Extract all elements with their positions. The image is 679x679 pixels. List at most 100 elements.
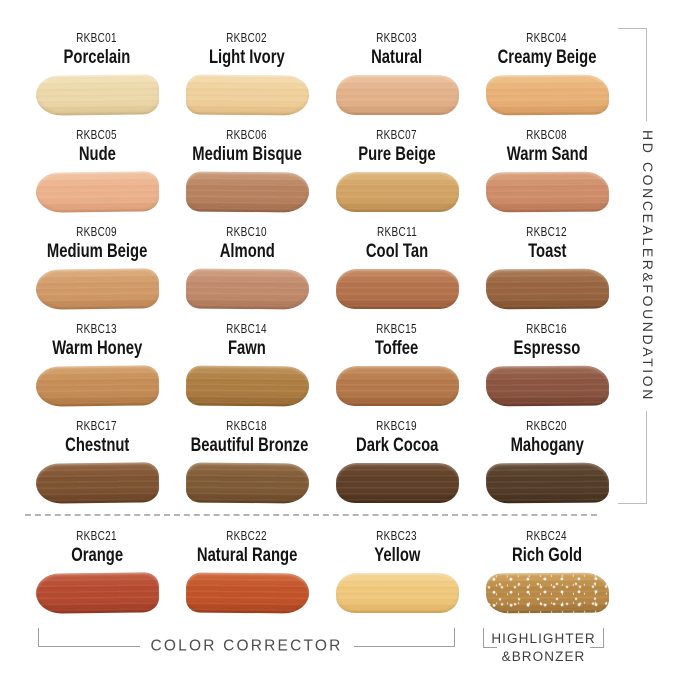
swatch bbox=[35, 268, 159, 310]
swatch-cell: RKBC04 Creamy Beige bbox=[472, 26, 622, 123]
swatch-name: Almond bbox=[219, 240, 275, 262]
swatch-name: Nude bbox=[78, 143, 116, 165]
swatch-cell: RKBC18 Beautiful Bronze bbox=[172, 414, 322, 511]
swatch-code: RKBC14 bbox=[226, 322, 268, 336]
swatch-code: RKBC23 bbox=[376, 529, 418, 543]
swatch-grid-main: RKBC01 Porcelain RKBC02 Light Ivory RKBC… bbox=[22, 26, 622, 511]
swatch bbox=[335, 463, 459, 503]
swatch-code: RKBC02 bbox=[226, 31, 268, 45]
swatch-name: Medium Bisque bbox=[192, 143, 302, 165]
swatch bbox=[485, 171, 609, 213]
swatch-code: RKBC07 bbox=[376, 128, 418, 142]
swatch-code: RKBC01 bbox=[76, 31, 118, 45]
swatch bbox=[185, 572, 309, 614]
swatch-code: RKBC18 bbox=[226, 419, 268, 433]
swatch-cell: RKBC01 Porcelain bbox=[22, 26, 172, 123]
swatch-cell: RKBC10 Almond bbox=[172, 220, 322, 317]
swatch bbox=[35, 171, 159, 213]
swatch bbox=[335, 75, 459, 115]
swatch-name: Orange bbox=[71, 544, 123, 566]
swatch-cell: RKBC11 Cool Tan bbox=[322, 220, 472, 317]
swatch bbox=[185, 74, 309, 116]
swatch-cell: RKBC20 Mahogany bbox=[472, 414, 622, 511]
swatch-code: RKBC16 bbox=[526, 322, 568, 336]
color-corrector-bracket: COLOR CORRECTOR bbox=[38, 628, 455, 656]
swatch-code: RKBC21 bbox=[76, 529, 118, 543]
swatch bbox=[35, 572, 159, 614]
swatch-name: Chestnut bbox=[64, 434, 130, 456]
swatch-cell: RKBC08 Warm Sand bbox=[472, 123, 622, 220]
swatch-cell: RKBC16 Espresso bbox=[472, 317, 622, 414]
swatch bbox=[185, 365, 309, 407]
swatch-code: RKBC08 bbox=[526, 128, 568, 142]
swatch-cell: RKBC21 Orange bbox=[22, 524, 172, 624]
swatch-name: Light Ivory bbox=[209, 46, 285, 68]
swatch-cell: RKBC06 Medium Bisque bbox=[172, 123, 322, 220]
swatch-cell: RKBC15 Toffee bbox=[322, 317, 472, 414]
swatch-name: Dark Cocoa bbox=[355, 434, 439, 456]
dashed-divider bbox=[25, 514, 597, 516]
swatch-code: RKBC19 bbox=[376, 419, 418, 433]
swatch-cell: RKBC14 Fawn bbox=[172, 317, 322, 414]
swatch bbox=[485, 268, 609, 310]
swatch bbox=[185, 462, 309, 504]
swatch-cell: RKBC24 Rich Gold bbox=[472, 524, 622, 624]
swatch-code: RKBC06 bbox=[226, 128, 268, 142]
swatch-code: RKBC20 bbox=[526, 419, 568, 433]
color-corrector-label: COLOR CORRECTOR bbox=[139, 637, 354, 656]
swatch-name: Warm Sand bbox=[506, 143, 588, 165]
swatch-cell: RKBC17 Chestnut bbox=[22, 414, 172, 511]
swatch-code: RKBC11 bbox=[376, 225, 418, 239]
swatch-code: RKBC15 bbox=[376, 322, 418, 336]
swatch-cell: RKBC22 Natural Range bbox=[172, 524, 322, 624]
highlighter-bronzer-bracket: HIGHLIGHTER &BRONZER bbox=[483, 628, 604, 664]
hd-concealer-foundation-bracket: HD CONCEALER&FOUNDATION bbox=[618, 28, 656, 504]
swatch-name: Yellow bbox=[373, 544, 421, 566]
swatch-code: RKBC22 bbox=[226, 529, 268, 543]
swatch-name: Creamy Beige bbox=[497, 46, 597, 68]
swatch-cell: RKBC03 Natural bbox=[322, 26, 472, 123]
swatch-name: Fawn bbox=[228, 337, 266, 359]
swatch-cell: RKBC19 Dark Cocoa bbox=[322, 414, 472, 511]
swatch-cell: RKBC13 Warm Honey bbox=[22, 317, 172, 414]
swatch-code: RKBC10 bbox=[226, 225, 268, 239]
swatch-code: RKBC12 bbox=[526, 225, 568, 239]
swatch-name: Warm Honey bbox=[51, 337, 143, 359]
swatch-code: RKBC04 bbox=[526, 31, 568, 45]
swatch bbox=[35, 365, 159, 407]
swatch-cell: RKBC23 Yellow bbox=[322, 524, 472, 624]
swatch bbox=[35, 74, 159, 116]
swatch-cell: RKBC02 Light Ivory bbox=[172, 26, 322, 123]
swatch-name: Rich Gold bbox=[512, 544, 582, 566]
swatch bbox=[335, 573, 459, 613]
swatch bbox=[35, 462, 159, 504]
swatch bbox=[185, 268, 309, 310]
swatch bbox=[485, 365, 609, 407]
swatch-name: Toast bbox=[527, 240, 567, 262]
bronzer-label-line: &BRONZER bbox=[501, 649, 586, 664]
swatch-code: RKBC09 bbox=[76, 225, 118, 239]
swatch-name: Natural bbox=[371, 46, 423, 68]
swatch-cell: RKBC12 Toast bbox=[472, 220, 622, 317]
swatch-name: Porcelain bbox=[63, 46, 131, 68]
swatch-name: Beautiful Bronze bbox=[190, 434, 309, 456]
swatch-name: Espresso bbox=[513, 337, 581, 359]
swatch-name: Natural Range bbox=[196, 544, 298, 566]
swatch bbox=[335, 366, 459, 406]
swatch-name: Cool Tan bbox=[365, 240, 429, 262]
swatch-code: RKBC17 bbox=[76, 419, 118, 433]
swatch-name: Medium Beige bbox=[46, 240, 148, 262]
swatch bbox=[485, 462, 609, 504]
swatch bbox=[485, 74, 609, 116]
swatch bbox=[185, 171, 309, 213]
swatch bbox=[485, 572, 609, 614]
highlighter-label-line: HIGHLIGHTER bbox=[491, 631, 596, 646]
swatch-name: Toffee bbox=[375, 337, 419, 359]
swatch-cell: RKBC07 Pure Beige bbox=[322, 123, 472, 220]
swatch-code: RKBC24 bbox=[526, 529, 568, 543]
swatch bbox=[335, 269, 459, 309]
swatch-grid-corrector: RKBC21 Orange RKBC22 Natural Range RKBC2… bbox=[22, 524, 622, 624]
swatch-name: Pure Beige bbox=[358, 143, 436, 165]
swatch-cell: RKBC09 Medium Beige bbox=[22, 220, 172, 317]
